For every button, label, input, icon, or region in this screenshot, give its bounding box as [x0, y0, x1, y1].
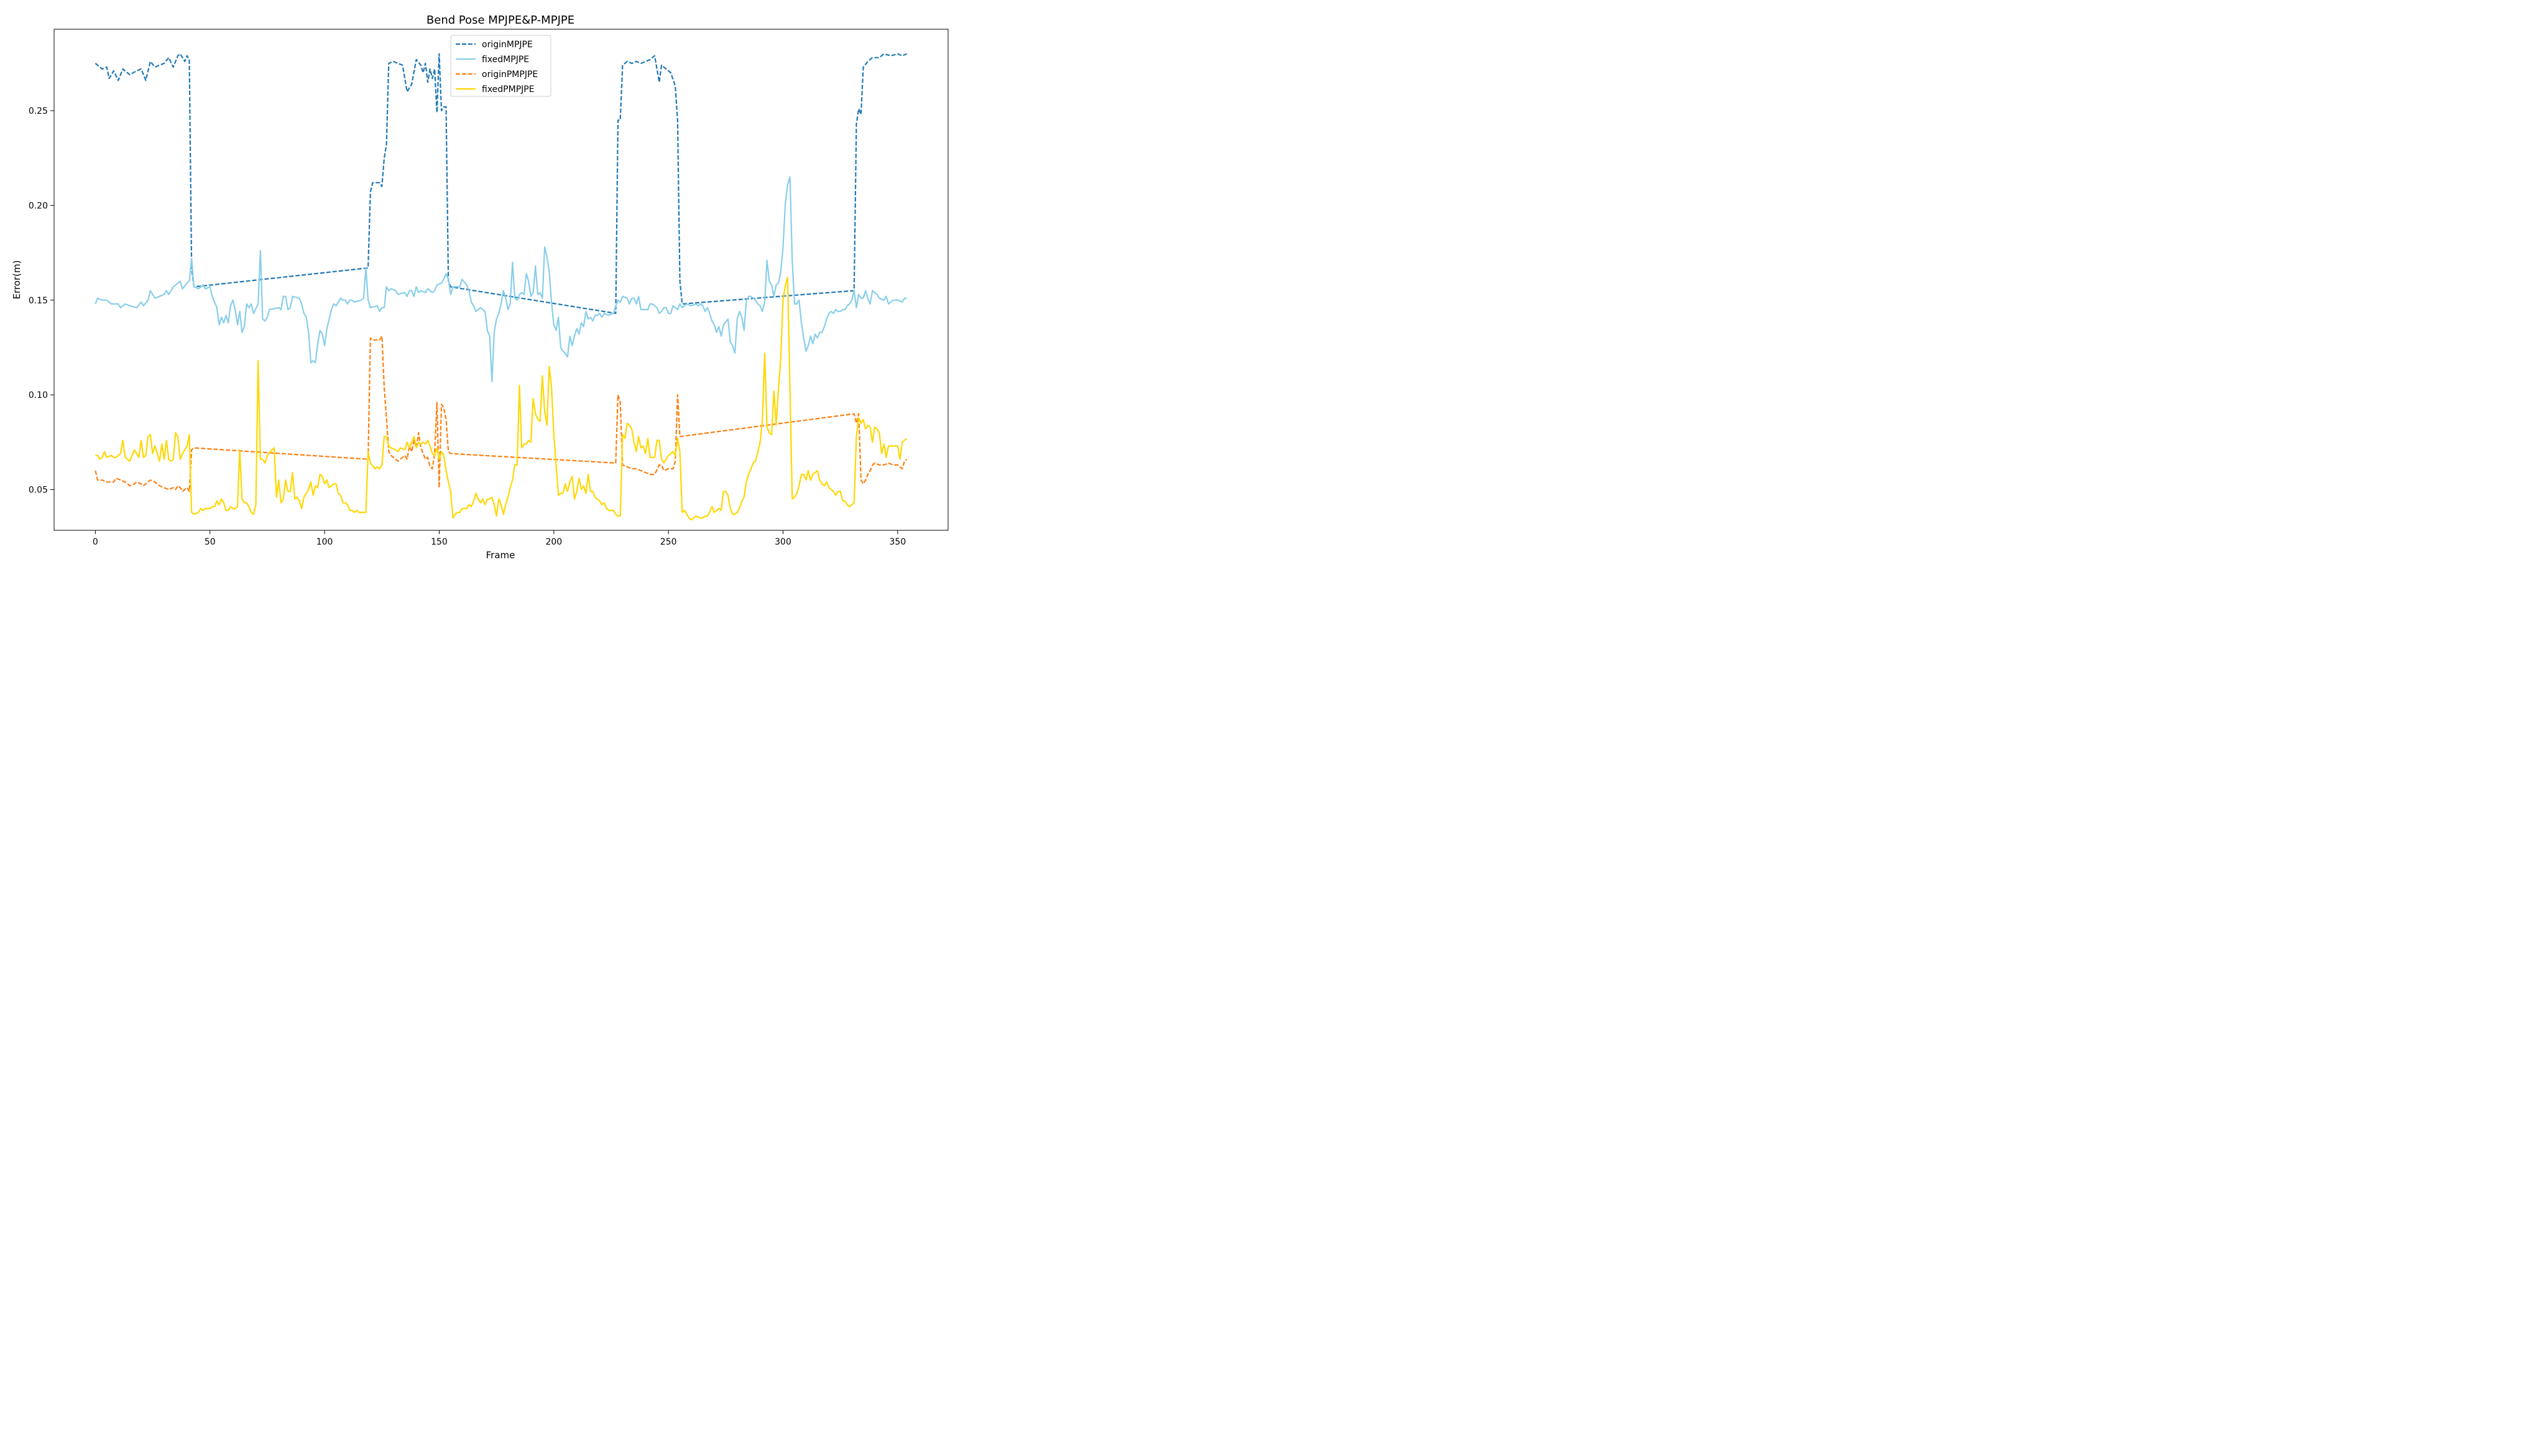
x-axis: 0 50 100 150 200 250 300 350: [93, 530, 906, 547]
x-tick-label: 100: [316, 537, 333, 547]
x-tick-label: 300: [775, 537, 791, 547]
x-tick-label: 200: [545, 537, 562, 547]
legend-box: [450, 35, 551, 97]
x-tick-label: 250: [660, 537, 677, 547]
y-tick-label: 0.15: [29, 296, 48, 306]
series-line-originMPJPE: [94, 53, 908, 315]
legend-label-fixedPMPJPE: fixedPMPJPE: [482, 85, 535, 94]
plot-lines: [94, 53, 908, 521]
y-tick-label: 0.05: [29, 485, 48, 495]
y-tick-label: 0.25: [29, 106, 48, 116]
chart-title: Bend Pose MPJPE&P-MPJPE: [426, 14, 574, 27]
y-axis-label: Error(m): [11, 260, 22, 300]
legend-label-fixedMPJPE: fixedMPJPE: [482, 55, 529, 65]
line-chart: Bend Pose MPJPE&P-MPJPE 0 50 100 150 200 250 3…: [0, 0, 961, 567]
legend: originMPJPE fixedMPJPE originPMPJPE fixedPM…: [450, 35, 551, 97]
x-tick-label: 150: [431, 537, 448, 547]
y-tick-label: 0.20: [29, 201, 48, 211]
y-axis: 0.05 0.10 0.15 0.20 0.25: [29, 106, 54, 495]
legend-label-originMPJPE: originMPJPE: [482, 40, 533, 50]
series-line-originPMPJPE: [94, 335, 908, 492]
x-tick-label: 350: [890, 537, 906, 547]
x-tick-label: 0: [93, 537, 98, 547]
series-line-fixedPMPJPE: [95, 277, 908, 521]
series-line-fixedMPJPE: [94, 176, 907, 382]
legend-label-originPMPJPE: originPMPJPE: [482, 70, 538, 80]
x-tick-label: 50: [205, 537, 216, 547]
x-axis-label: Frame: [486, 550, 515, 561]
y-tick-label: 0.10: [29, 390, 48, 400]
plot-frame: [53, 29, 949, 531]
